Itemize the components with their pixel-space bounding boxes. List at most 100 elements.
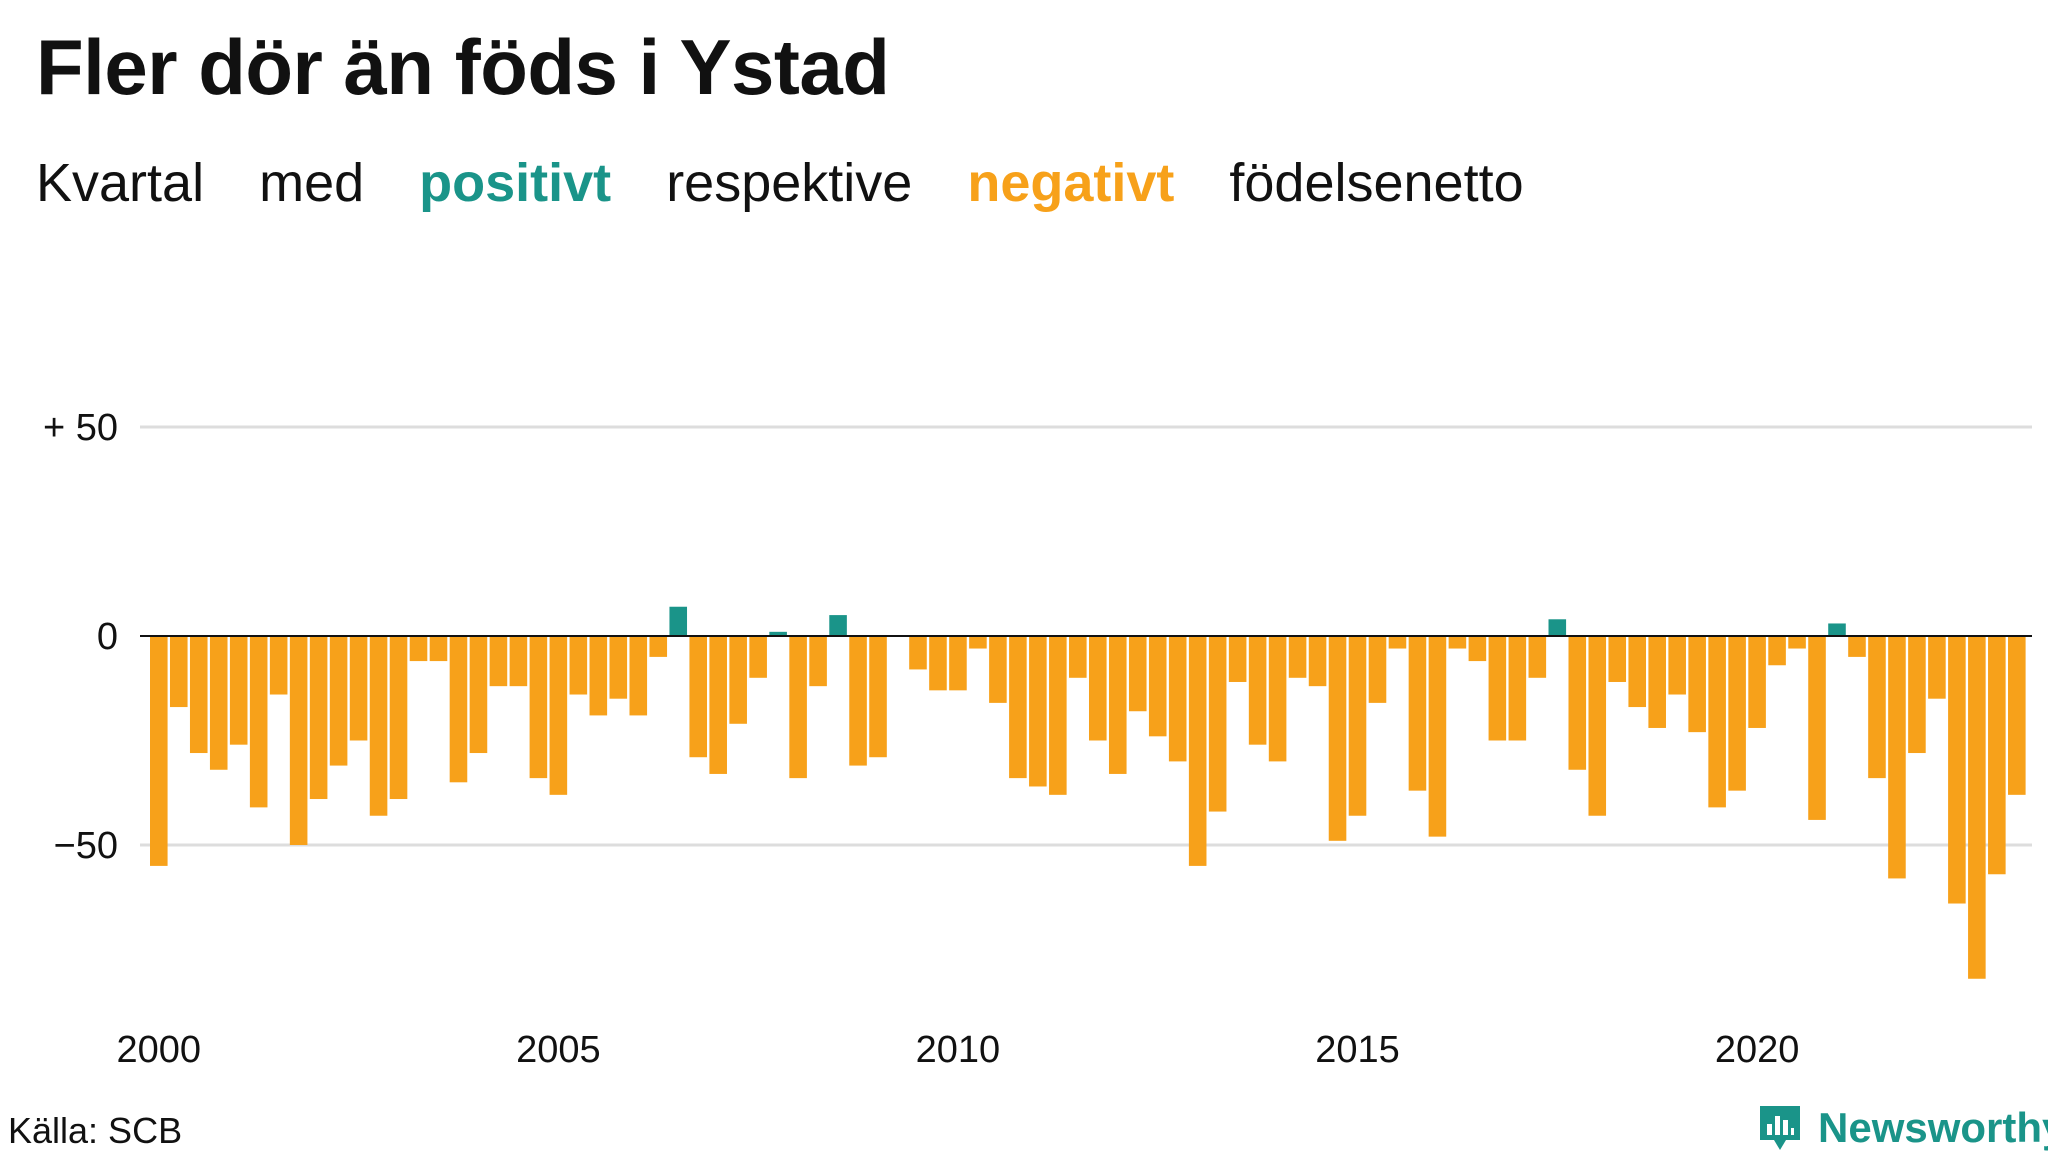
newsworthy-logo-text: Newsworthy [1818, 1104, 2048, 1151]
bar [829, 615, 847, 636]
bar [1508, 636, 1527, 741]
x-tick-label: 2015 [1315, 1029, 1400, 1071]
newsworthy-logo: Newsworthy [1756, 1102, 2048, 1154]
bar [809, 636, 827, 687]
bar [869, 636, 887, 758]
bar [1708, 636, 1726, 808]
bar [669, 606, 688, 636]
bar [909, 636, 927, 670]
bar [1608, 636, 1627, 682]
bar [1069, 636, 1087, 678]
bar [1009, 636, 1027, 779]
x-tick-label: 2005 [516, 1029, 601, 1071]
subtitle-word-med: med [259, 153, 365, 213]
bar [1288, 636, 1307, 678]
x-tick-label: 2000 [117, 1029, 202, 1071]
bar [1408, 636, 1427, 791]
bar [489, 636, 508, 687]
bar [749, 636, 767, 678]
bar [150, 636, 168, 866]
bar [729, 636, 747, 724]
bar [469, 636, 488, 754]
bar [989, 636, 1007, 703]
bar [549, 636, 568, 795]
bar [1049, 636, 1067, 795]
bar [1268, 636, 1287, 762]
subtitle-negative-label: negativt [967, 153, 1175, 213]
bar [649, 636, 668, 657]
bar [1089, 636, 1107, 741]
bar [1108, 636, 1127, 774]
bar [369, 636, 388, 816]
bar [1828, 623, 1846, 636]
subtitle-word-respektive: respektive [666, 153, 913, 213]
bar [1568, 636, 1587, 770]
bar [929, 636, 947, 691]
bar [1208, 636, 1227, 812]
chart-title: Fler dör än föds i Ystad [36, 23, 890, 111]
bar [1468, 636, 1487, 662]
bar [1148, 636, 1167, 737]
source-label: Källa: SCB [8, 1110, 183, 1151]
bar [629, 636, 648, 716]
bar [1248, 636, 1267, 745]
subtitle-word-fodelsenetto: födelsenetto [1229, 153, 1524, 213]
bar [609, 636, 628, 699]
bar [269, 636, 288, 695]
bar [569, 636, 588, 695]
bar [949, 636, 967, 691]
bar [509, 636, 528, 687]
bar [1428, 636, 1447, 837]
bar [1628, 636, 1647, 708]
bar [769, 631, 787, 636]
bar [1788, 636, 1806, 649]
bar [1488, 636, 1507, 741]
bar [409, 636, 428, 662]
bar [1808, 636, 1826, 820]
bar [189, 636, 208, 754]
newsworthy-logo-icon [1760, 1106, 1800, 1150]
bar [1668, 636, 1686, 695]
bar [449, 636, 468, 783]
x-tick-label: 2010 [916, 1029, 1001, 1071]
bar [1848, 636, 1866, 657]
x-tick-label: 2020 [1715, 1029, 1800, 1071]
bar [229, 636, 248, 745]
y-tick-label: + 50 [43, 407, 118, 449]
bar [2008, 636, 2026, 795]
bar [1888, 636, 1906, 879]
bar [1029, 636, 1047, 787]
bar [789, 636, 807, 779]
bar [1328, 636, 1347, 841]
bar [309, 636, 328, 800]
bar [849, 636, 867, 766]
bar [1448, 636, 1467, 649]
bar [529, 636, 548, 779]
bar [1868, 636, 1886, 779]
bar [1988, 636, 2006, 875]
subtitle-positive-label: positivt [419, 153, 612, 213]
bar [169, 636, 188, 708]
bar [1648, 636, 1666, 728]
bar [1348, 636, 1367, 816]
bar [209, 636, 228, 770]
bar [1528, 636, 1547, 678]
y-tick-label: −50 [54, 825, 118, 867]
bar [1548, 619, 1567, 636]
bar [1388, 636, 1407, 649]
bar [1308, 636, 1327, 687]
bar [589, 636, 608, 716]
bar [1128, 636, 1147, 712]
bar [689, 636, 708, 758]
bar [1588, 636, 1607, 816]
bar [1228, 636, 1247, 682]
bar [1368, 636, 1387, 703]
y-tick-label: 0 [97, 616, 118, 658]
subtitle-word-kvartal: Kvartal [36, 153, 205, 213]
bar [429, 636, 448, 662]
bar [1748, 636, 1766, 728]
bar [1728, 636, 1746, 791]
chart-subtitle: Kvartal med positivt respektive negativt… [36, 152, 1564, 214]
bar [969, 636, 987, 649]
